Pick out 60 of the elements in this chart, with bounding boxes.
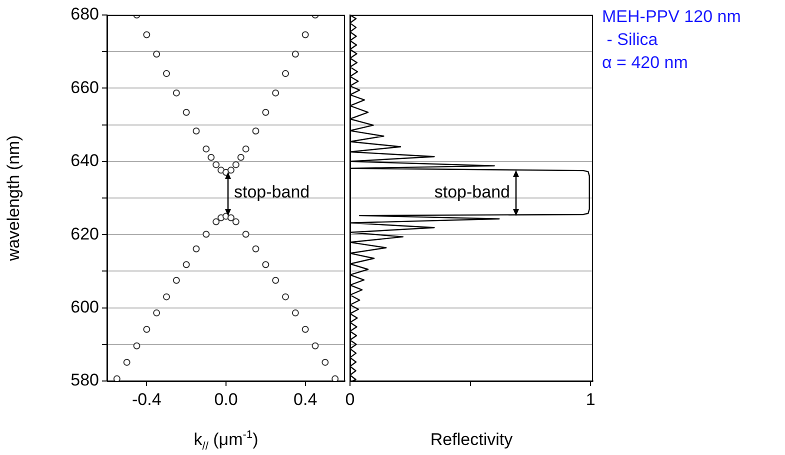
y-tick-label: 620	[70, 224, 99, 244]
point	[242, 230, 250, 238]
point	[312, 342, 319, 350]
y-tick-label: 660	[70, 78, 99, 97]
point	[302, 326, 309, 333]
x-tick-label: -0.4	[132, 390, 162, 409]
point	[282, 70, 289, 78]
point	[262, 261, 270, 268]
y-axis-title: wavelength (nm)	[4, 135, 23, 262]
point	[322, 358, 329, 366]
point	[212, 218, 220, 226]
point	[172, 276, 180, 284]
y-tick-label: 680	[70, 4, 99, 24]
point	[182, 108, 190, 116]
point	[153, 309, 160, 316]
point	[163, 70, 170, 78]
x-tick-label: 0.4	[294, 390, 318, 409]
point	[227, 166, 234, 174]
point	[252, 128, 260, 135]
point	[208, 154, 215, 161]
x-tick-label: 0	[345, 390, 355, 409]
x-axis-title: Reflectivity	[430, 430, 514, 449]
point	[133, 342, 140, 350]
text: α = 420 nm	[602, 53, 688, 72]
point	[202, 145, 210, 152]
point	[292, 309, 299, 316]
point	[212, 161, 220, 168]
y-tick-label: 600	[70, 297, 99, 316]
text: MEH-PPV 120 nm	[602, 7, 741, 26]
x-tick-label: 0.0	[214, 390, 238, 409]
point	[172, 89, 180, 96]
point	[202, 230, 210, 238]
point	[192, 128, 200, 135]
point	[272, 89, 280, 96]
point	[182, 261, 190, 268]
point	[332, 375, 339, 381]
point	[302, 31, 309, 38]
y-tick-label: 640	[70, 151, 99, 170]
y-tick-label: 580	[70, 370, 99, 390]
point	[227, 214, 234, 222]
x-tick-label: 1	[586, 390, 596, 409]
text: - Silica	[602, 30, 658, 50]
point	[163, 293, 170, 300]
point	[262, 108, 270, 116]
point	[113, 375, 120, 381]
point	[272, 276, 280, 284]
point	[153, 50, 160, 58]
annotation: stop-band	[434, 182, 510, 202]
annotation: stop-band	[234, 182, 310, 202]
point	[282, 293, 289, 300]
point	[143, 326, 150, 333]
point	[292, 50, 299, 58]
point	[242, 145, 250, 152]
point	[232, 218, 240, 226]
point	[252, 245, 260, 252]
point	[232, 161, 240, 168]
point	[123, 358, 130, 366]
point	[143, 31, 150, 38]
point	[192, 245, 200, 252]
point	[237, 154, 244, 161]
